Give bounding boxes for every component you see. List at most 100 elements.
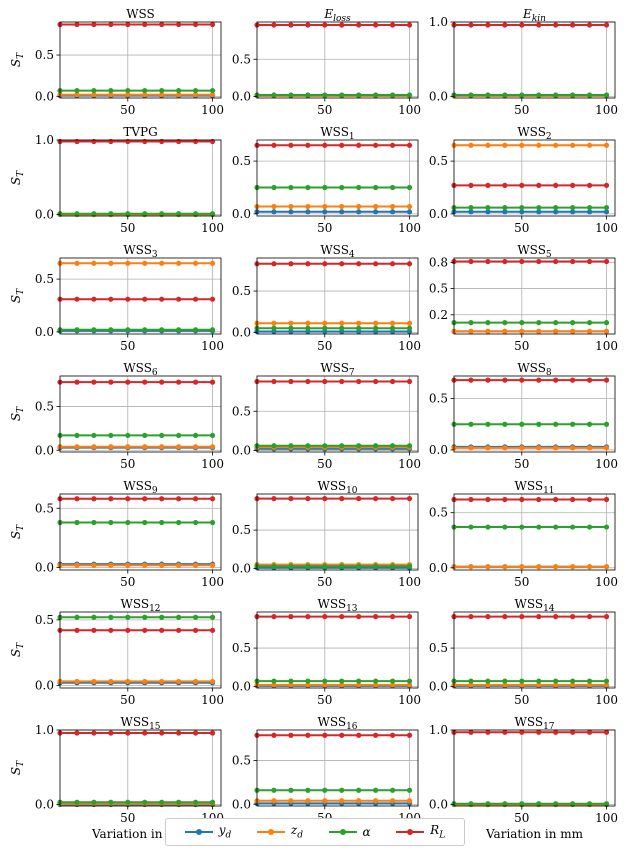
data-point-R_L <box>389 142 396 148</box>
data-point-z_d <box>586 564 593 570</box>
data-point-alpha <box>74 327 80 333</box>
panel-title: WSS13 <box>317 597 357 614</box>
data-point-R_L <box>468 614 474 620</box>
data-point-R_L <box>586 614 593 620</box>
data-point-alpha <box>502 421 508 427</box>
x-tick-label: 100 <box>398 693 421 707</box>
data-point-R_L <box>570 614 576 620</box>
data-point-z_d <box>485 564 491 570</box>
data-point-z_d <box>373 203 379 210</box>
data-point-R_L <box>519 496 525 503</box>
data-point-z_d <box>468 328 474 334</box>
y-tick-label: 0.5 <box>429 154 448 168</box>
x-tick-label: 50 <box>120 221 135 235</box>
data-point-alpha <box>322 787 328 793</box>
data-point-z_d <box>502 445 508 451</box>
data-point-alpha <box>373 787 379 793</box>
x-tick-label: 100 <box>595 575 618 589</box>
plot-frame <box>453 493 616 571</box>
data-point-R_L <box>519 182 525 188</box>
y-tick-label: 0.5 <box>35 272 54 286</box>
data-point-R_L <box>570 496 576 503</box>
data-point-alpha <box>468 678 474 684</box>
x-axis-label: Variation in mm <box>91 827 190 841</box>
data-point-alpha <box>125 211 131 217</box>
data-point-y_d <box>502 209 508 215</box>
data-point-alpha <box>389 184 396 191</box>
plot-frame <box>453 257 616 335</box>
panel-title: WSS8 <box>517 361 552 378</box>
x-tick-label: 50 <box>514 693 529 707</box>
x-tick-label: 50 <box>514 575 529 589</box>
data-point-R_L <box>468 377 474 383</box>
data-point-z_d <box>108 678 114 685</box>
panel-title: WSS7 <box>320 361 355 378</box>
data-point-alpha <box>406 563 413 569</box>
subplot-panel: 50 100 0.0 0.5 WSS8 <box>429 361 618 471</box>
plot-frame <box>256 257 419 335</box>
y-axis-label: ST <box>9 288 26 303</box>
data-point-alpha <box>553 678 559 684</box>
data-point-R_L <box>389 22 396 28</box>
data-point-R_L <box>356 22 362 28</box>
data-point-y_d <box>586 209 593 215</box>
data-point-alpha <box>570 92 576 98</box>
x-tick-label: 50 <box>317 693 332 707</box>
data-point-z_d <box>603 682 610 688</box>
data-point-alpha <box>406 787 413 793</box>
data-point-R_L <box>288 614 294 620</box>
data-point-R_L <box>468 182 474 188</box>
x-tick-label: 50 <box>120 693 135 707</box>
data-point-z_d <box>373 320 379 326</box>
y-tick-label: 0.5 <box>232 52 251 66</box>
data-point-z_d <box>176 92 182 98</box>
data-point-R_L <box>356 496 362 502</box>
y-tick-label: 0.5 <box>232 404 251 418</box>
data-point-R_L <box>322 614 328 620</box>
data-point-z_d <box>485 142 491 148</box>
data-point-alpha <box>288 325 294 331</box>
data-point-R_L <box>485 22 491 28</box>
plot-frame <box>256 375 419 453</box>
data-point-R_L <box>553 258 559 265</box>
data-point-y_d <box>389 209 396 215</box>
data-point-z_d <box>502 328 508 334</box>
data-point-alpha <box>108 432 114 439</box>
data-point-z_d <box>389 798 396 804</box>
data-point-R_L <box>468 496 474 503</box>
data-point-R_L <box>339 142 345 148</box>
subplot-panel: 50 100 0.0 0.5 WSS11 <box>429 479 618 589</box>
data-point-z_d <box>519 445 525 451</box>
subplot-panel: 50 100 0.0 0.5 WSS ST <box>9 7 224 117</box>
y-tick-label: 0.0 <box>232 207 251 221</box>
data-point-alpha <box>305 92 311 98</box>
data-point-z_d <box>519 328 525 334</box>
x-tick-label: 100 <box>595 457 618 471</box>
panel-title: WSS5 <box>517 243 552 260</box>
x-tick-label: 100 <box>398 457 421 471</box>
legend-label-alpha: α <box>362 825 371 839</box>
panel-title: WSS9 <box>123 479 158 496</box>
data-point-z_d <box>108 260 114 266</box>
data-point-alpha <box>406 325 413 331</box>
data-point-R_L <box>586 22 593 28</box>
data-point-z_d <box>125 444 131 450</box>
data-point-R_L <box>356 378 362 385</box>
data-point-alpha <box>74 799 80 805</box>
data-point-R_L <box>209 296 216 302</box>
data-point-z_d <box>603 445 610 451</box>
data-point-z_d <box>305 682 311 688</box>
data-point-R_L <box>125 296 131 302</box>
data-point-alpha <box>159 87 165 94</box>
data-point-R_L <box>108 21 114 28</box>
data-point-alpha <box>176 87 182 94</box>
data-point-alpha <box>74 211 80 217</box>
data-point-alpha <box>305 443 311 449</box>
data-point-y_d <box>356 209 362 215</box>
data-point-z_d <box>288 320 294 326</box>
data-point-z_d <box>305 798 311 804</box>
data-point-alpha <box>536 92 542 98</box>
plot-frame <box>59 375 222 453</box>
data-point-R_L <box>603 729 610 735</box>
data-point-alpha <box>485 801 491 807</box>
